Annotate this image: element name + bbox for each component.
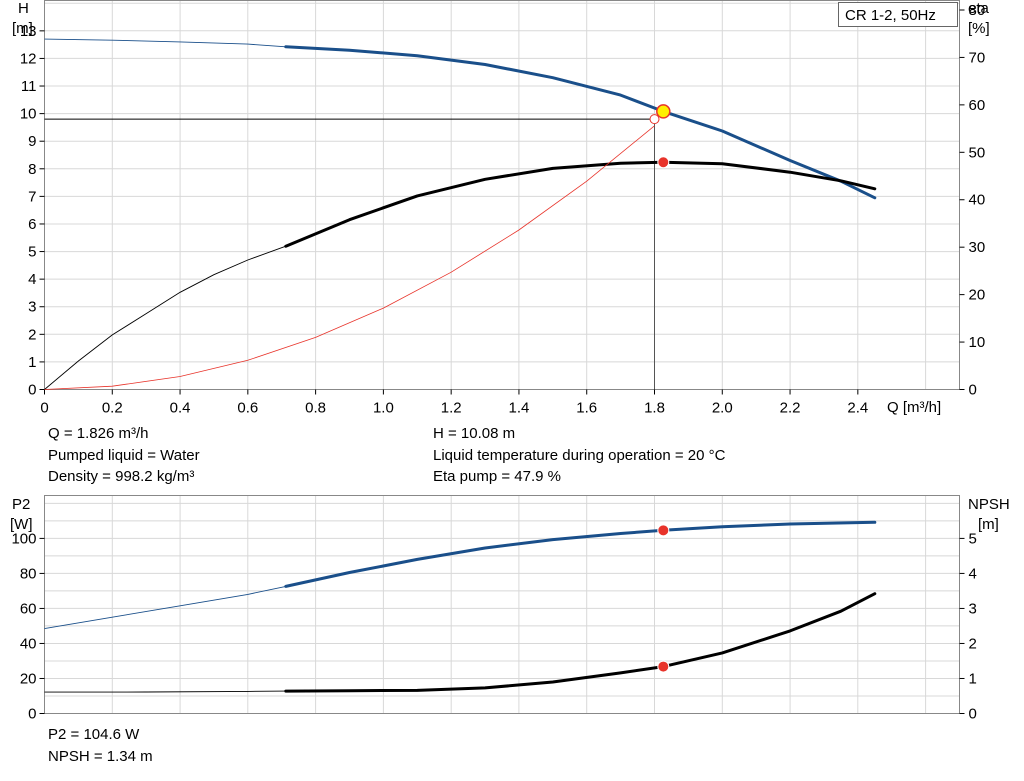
x-tick-label: 2.4 — [847, 400, 868, 417]
lower-curves — [44, 520, 877, 693]
y-tick-label: 40 — [20, 635, 37, 652]
upper-curves — [44, 38, 877, 390]
upper-grid — [44, 0, 960, 390]
q-axis-title: Q [m³/h] — [887, 399, 941, 416]
lower-right-ticks: 0 1 2 3 4 5 — [959, 530, 977, 723]
x-tick-label: 0.4 — [170, 400, 191, 417]
y-tick-label: 2 — [28, 326, 36, 343]
info-npsh: NPSH = 1.34 m — [48, 748, 153, 765]
x-tick-label: 1.0 — [373, 400, 394, 417]
y-tick-label: 3 — [28, 299, 36, 316]
y-tick-label: 0 — [969, 382, 977, 399]
p2-axis-title: P2 — [12, 496, 30, 513]
y-tick-label: 70 — [969, 49, 986, 66]
duty-point-marker — [656, 104, 671, 119]
y-tick-label: 2 — [969, 635, 977, 652]
npsh-axis-unit: [m] — [978, 516, 999, 533]
npsh-axis-title: NPSH — [968, 496, 1010, 513]
x-tick-label: 0.2 — [102, 400, 123, 417]
npsh-point-marker — [657, 660, 670, 673]
y-tick-label: 60 — [969, 97, 986, 114]
curve-blue-thick — [284, 45, 877, 200]
y-tick-label: 11 — [21, 78, 37, 95]
curve-black-thin — [44, 245, 286, 390]
info-temperature: Liquid temperature during operation = 20… — [433, 447, 726, 464]
eta-point-marker — [657, 156, 670, 169]
curve-black-thick — [284, 592, 877, 693]
eta-axis-unit: [%] — [968, 20, 990, 37]
x-tick-label: 1.8 — [644, 400, 665, 417]
y-tick-label: 0 — [969, 706, 977, 723]
y-tick-label: 100 — [11, 530, 36, 547]
info-density: Density = 998.2 kg/m³ — [48, 468, 195, 485]
curve-red-thin — [44, 125, 655, 390]
p2-axis-unit: [W] — [10, 516, 33, 533]
y-tick-label: 4 — [28, 271, 36, 288]
y-tick-label: 80 — [20, 565, 37, 582]
y-tick-label: 9 — [28, 133, 36, 150]
curve-label: CR 1-2, 50Hz — [845, 7, 936, 24]
y-tick-label: 12 — [20, 50, 37, 67]
y-tick-label: 10 — [969, 334, 986, 351]
y-tick-label: 50 — [969, 144, 986, 161]
info-liquid: Pumped liquid = Water — [48, 447, 200, 464]
y-tick-label: 60 — [20, 600, 37, 617]
y-tick-label: 20 — [969, 287, 986, 304]
y-tick-label: 20 — [20, 670, 37, 687]
curve-blue-thin — [44, 585, 286, 630]
x-tick-label: 1.4 — [509, 400, 530, 417]
x-tick-label: 2.2 — [780, 400, 801, 417]
y-tick-label: 80 — [969, 2, 986, 19]
upper-x-ticks: 0 0.2 0.4 0.6 0.8 1.0 1.2 1.4 1.6 1.8 2.0 2.2 2.4 — [40, 389, 868, 417]
upper-plot-frame — [44, 0, 960, 390]
x-tick-label: 1.2 — [441, 400, 462, 417]
y-tick-label: 40 — [969, 192, 986, 209]
system-point-marker — [649, 114, 660, 125]
y-tick-label: 10 — [20, 106, 37, 123]
y-tick-label: 0 — [28, 706, 36, 723]
y-tick-label: 5 — [969, 530, 977, 547]
info-p2: P2 = 104.6 W — [48, 726, 140, 743]
lower-left-ticks: 0 20 40 60 80 100 — [11, 530, 45, 723]
lower-markers — [657, 524, 670, 673]
curve-black-thin — [44, 690, 286, 693]
curve-label-box — [838, 2, 958, 27]
h-axis-title: H — [18, 0, 29, 17]
curve-blue-thin — [44, 38, 286, 48]
y-tick-label: 30 — [969, 239, 986, 256]
x-tick-label: 1.6 — [576, 400, 597, 417]
y-tick-label: 7 — [28, 188, 36, 205]
x-tick-label: 2.0 — [712, 400, 733, 417]
duty-point-markers — [649, 104, 671, 169]
info-q: Q = 1.826 m³/h — [48, 425, 149, 442]
x-tick-label: 0.6 — [237, 400, 258, 417]
h-axis-unit: [m] — [12, 20, 33, 37]
curve-black-thick — [284, 160, 877, 248]
x-tick-label: 0 — [40, 400, 48, 417]
y-tick-label: 8 — [28, 161, 36, 178]
eta-axis-title: eta — [968, 0, 990, 17]
y-tick-label: 0 — [28, 382, 36, 399]
y-tick-label: 4 — [969, 565, 977, 582]
y-tick-label: 13 — [20, 23, 37, 40]
lower-grid — [44, 495, 960, 714]
info-eta: Eta pump = 47.9 % — [433, 468, 561, 485]
info-h: H = 10.08 m — [433, 425, 516, 442]
y-tick-label: 3 — [969, 600, 977, 617]
upper-right-ticks: 0 10 20 30 40 50 60 70 80 — [959, 2, 986, 399]
lower-plot-frame — [44, 495, 960, 714]
p2-point-marker — [657, 524, 670, 537]
y-tick-label: 1 — [28, 354, 36, 371]
curve-blue-thick — [284, 520, 877, 588]
y-tick-label: 5 — [28, 244, 36, 261]
y-tick-label: 1 — [969, 670, 977, 687]
x-tick-label: 0.8 — [305, 400, 326, 417]
y-tick-label: 6 — [28, 216, 36, 233]
